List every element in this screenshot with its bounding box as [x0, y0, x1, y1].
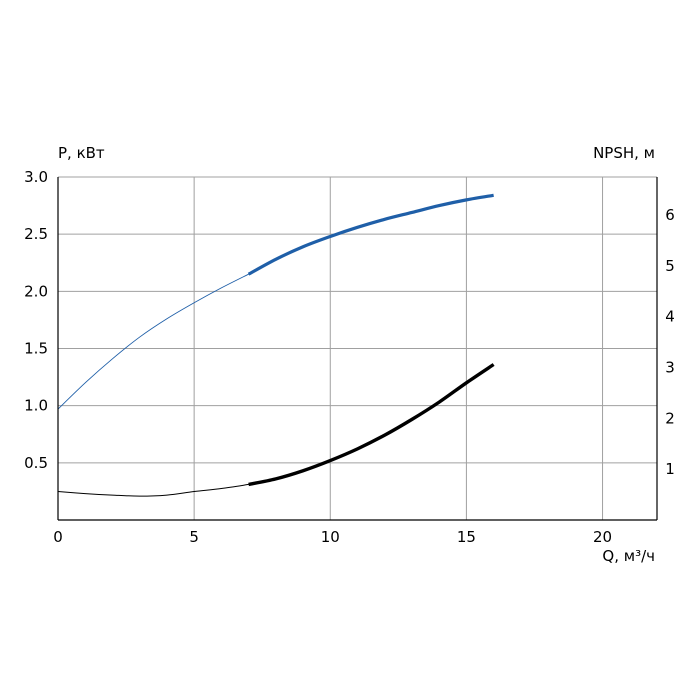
y-tick-label: 2.5	[24, 225, 48, 243]
x-tick-label: 20	[593, 528, 612, 546]
x-tick-label: 0	[53, 528, 63, 546]
y2-tick-label: 1	[665, 460, 675, 478]
x-axis-title: Q, м³/ч	[602, 547, 655, 565]
tick-labels: 0 5 10 15 20 0.5 1.0 1.5 2.0 2.5 3.0 1 2 3 4 5 6	[24, 168, 675, 546]
x-tick-label: 10	[321, 528, 340, 546]
x-tick-label: 5	[189, 528, 199, 546]
axes	[57, 177, 658, 521]
series-0-line-thin	[57, 273, 250, 410]
y2-tick-label: 4	[665, 308, 675, 326]
y-tick-label: 1.0	[24, 397, 48, 415]
x-tick-label: 15	[457, 528, 476, 546]
y2-tick-label: 3	[665, 359, 675, 377]
y2-tick-label: 6	[665, 206, 675, 224]
y-tick-label: 0.5	[24, 454, 48, 472]
grid	[58, 176, 657, 520]
series-layer	[57, 193, 495, 497]
series-0-line-thick	[247, 193, 494, 276]
y2-tick-label: 2	[665, 409, 675, 427]
y-tick-label: 3.0	[24, 168, 48, 186]
series-1-line-thick	[248, 363, 495, 487]
y2-axis-title: NPSH, м	[593, 144, 655, 162]
series-1-line-thin	[57, 483, 250, 497]
y-axis-title: P, кВт	[58, 144, 105, 162]
y2-tick-label: 5	[665, 257, 675, 275]
y-tick-label: 2.0	[24, 282, 48, 300]
y-tick-label: 1.5	[24, 340, 48, 358]
